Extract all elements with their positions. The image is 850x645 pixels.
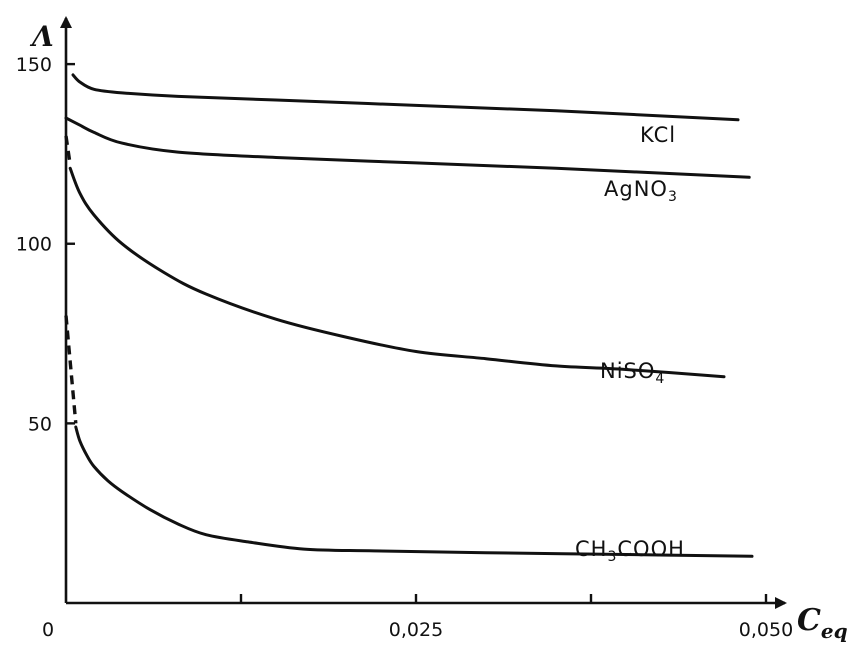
series-label-agno3: AgNO3 bbox=[604, 177, 678, 205]
origin-label: 0 bbox=[42, 619, 54, 641]
x-axis-title: Ceq bbox=[797, 603, 848, 643]
x-axis-title-main: C bbox=[797, 603, 821, 638]
y-tick-label: 150 bbox=[16, 54, 52, 76]
series-label-part: 3 bbox=[607, 549, 617, 565]
series-label-part: AgNO bbox=[604, 177, 668, 201]
series-dashed-ch3cooh bbox=[64, 315, 78, 424]
y-tick-label: 100 bbox=[16, 234, 52, 256]
series-dashed-niso4 bbox=[64, 135, 72, 165]
series-line-niso4 bbox=[68, 166, 726, 379]
y-axis-title: Λ bbox=[29, 20, 54, 53]
series-lines bbox=[64, 73, 754, 558]
series-label-ch3cooh: CH3COOH bbox=[575, 537, 685, 565]
x-tick-label: 0,050 bbox=[739, 619, 793, 641]
series-label-niso4: NiSO4 bbox=[600, 359, 665, 387]
series-label-part: 3 bbox=[668, 189, 678, 205]
series-label-kcl: KCl bbox=[640, 123, 676, 147]
y-ticks: 50 100 150 bbox=[16, 54, 75, 435]
x-ticks: 0,025 0,050 bbox=[239, 594, 793, 641]
x-tick-label: 0,025 bbox=[389, 619, 443, 641]
series-label-part: KCl bbox=[640, 123, 676, 147]
x-axis-title-sub: eq bbox=[821, 619, 848, 643]
series-line-agno3 bbox=[64, 116, 751, 179]
series-label-part: NiSO bbox=[600, 359, 655, 383]
series-line-kcl bbox=[71, 73, 740, 122]
series-label-part: COOH bbox=[617, 537, 685, 561]
series-line-ch3cooh bbox=[74, 425, 754, 558]
series-label-part: 4 bbox=[655, 371, 665, 387]
series-label-part: CH bbox=[575, 537, 607, 561]
y-tick-label: 50 bbox=[28, 413, 52, 435]
